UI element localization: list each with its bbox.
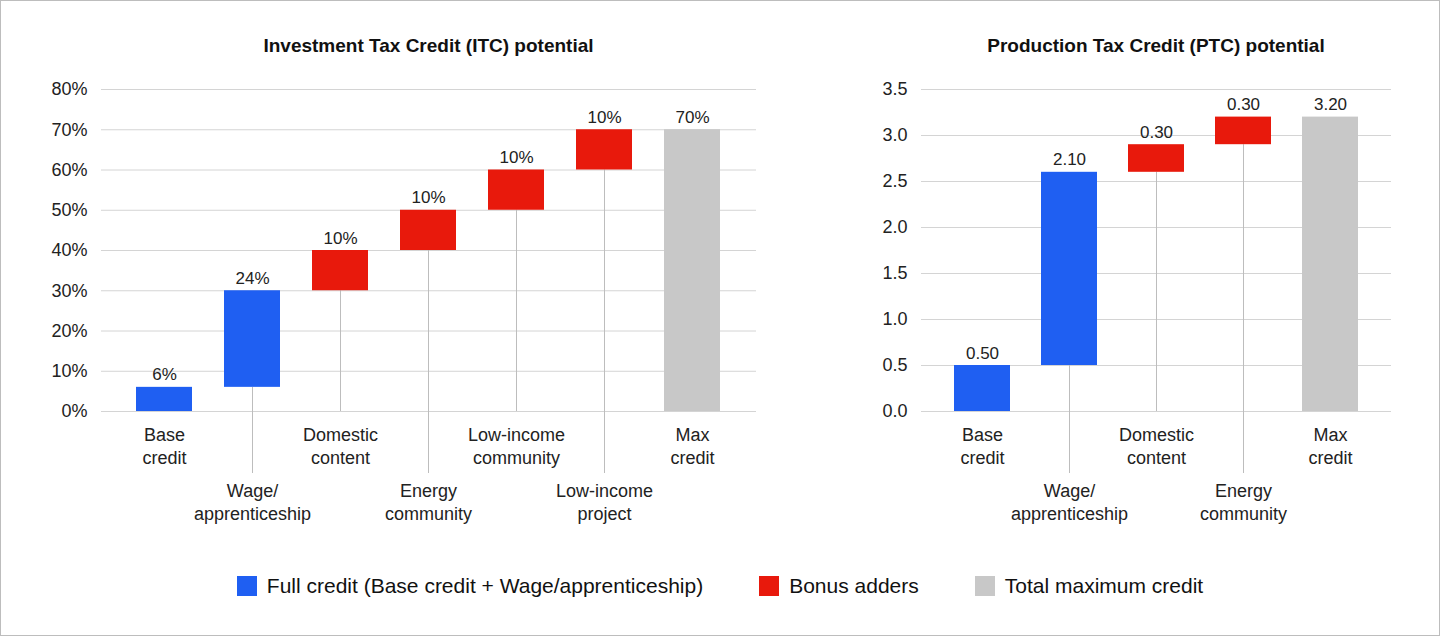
svg-text:0.30: 0.30 xyxy=(1227,95,1260,114)
svg-text:0.0: 0.0 xyxy=(882,401,907,421)
svg-text:40%: 40% xyxy=(51,240,87,260)
svg-text:Low-incomeproject: Low-incomeproject xyxy=(556,481,653,523)
svg-text:20%: 20% xyxy=(51,321,87,341)
svg-text:6%: 6% xyxy=(152,365,177,384)
svg-text:3.20: 3.20 xyxy=(1314,95,1347,114)
svg-text:2.0: 2.0 xyxy=(882,217,907,237)
svg-text:0%: 0% xyxy=(61,401,87,421)
svg-text:0.30: 0.30 xyxy=(1140,123,1173,142)
svg-text:10%: 10% xyxy=(51,361,87,381)
svg-text:Wage/apprenticeship: Wage/apprenticeship xyxy=(194,481,311,523)
svg-text:3.5: 3.5 xyxy=(882,79,907,99)
svg-text:10%: 10% xyxy=(587,108,621,127)
svg-text:Energycommunity: Energycommunity xyxy=(385,481,472,523)
html-text:Full credit (Base credit + Wag: Full credit (Base credit + Wage/apprenti… xyxy=(266,574,704,597)
svg-text:Low-incomecommunity: Low-incomecommunity xyxy=(468,425,565,468)
svg-text:10%: 10% xyxy=(323,229,357,248)
svg-text:Energycommunity: Energycommunity xyxy=(1200,481,1287,523)
svg-text:70%: 70% xyxy=(675,108,709,127)
svg-text:30%: 30% xyxy=(51,281,87,301)
svg-text:2.10: 2.10 xyxy=(1053,150,1086,169)
svg-text:50%: 50% xyxy=(51,200,87,220)
svg-text:Maxcredit: Maxcredit xyxy=(1308,425,1352,468)
svg-text:3.0: 3.0 xyxy=(882,125,907,145)
svg-text:2.5: 2.5 xyxy=(882,171,907,191)
svg-text:70%: 70% xyxy=(51,120,87,140)
svg-text:Maxcredit: Maxcredit xyxy=(670,425,714,468)
svg-text:10%: 10% xyxy=(499,148,533,167)
svg-text:1.5: 1.5 xyxy=(882,263,907,283)
svg-text:Domesticcontent: Domesticcontent xyxy=(303,425,378,468)
svg-text:80%: 80% xyxy=(51,79,87,99)
html-text:Investment Tax Credit (ITC) po: Investment Tax Credit (ITC) potential xyxy=(263,35,594,56)
svg-text:0.50: 0.50 xyxy=(966,344,999,363)
svg-text:10%: 10% xyxy=(411,188,445,207)
svg-text:0.5: 0.5 xyxy=(882,355,907,375)
svg-text:Wage/apprenticeship: Wage/apprenticeship xyxy=(1011,481,1128,523)
svg-text:24%: 24% xyxy=(235,269,269,288)
svg-text:Domesticcontent: Domesticcontent xyxy=(1119,425,1194,468)
svg-text:Basecredit: Basecredit xyxy=(960,425,1004,468)
html-text:Bonus adders: Bonus adders xyxy=(789,574,919,597)
html-text:Production Tax Credit (PTC) po: Production Tax Credit (PTC) potential xyxy=(987,35,1325,56)
svg-text:1.0: 1.0 xyxy=(882,309,907,329)
html-text:Total maximum credit: Total maximum credit xyxy=(1004,574,1204,597)
svg-text:Basecredit: Basecredit xyxy=(142,425,186,468)
svg-text:60%: 60% xyxy=(51,160,87,180)
